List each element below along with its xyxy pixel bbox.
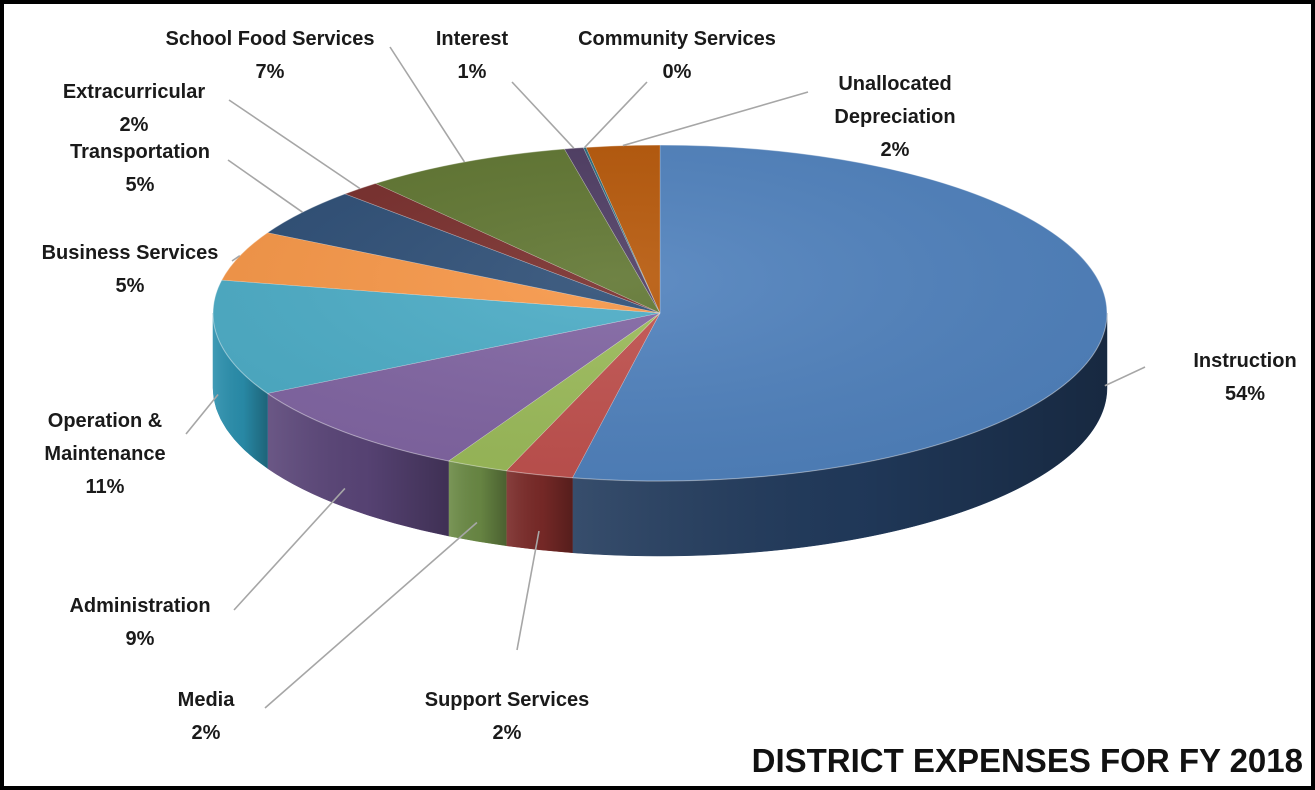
slice-percent-unallocated-depreciation: 2%	[881, 139, 910, 161]
slice-label-unallocated-depreciation: Unallocated	[838, 73, 951, 95]
pie-side-shade	[572, 313, 1107, 556]
slice-percent-operation-maintenance: 11%	[86, 476, 125, 498]
slice-labels: Instruction 54% Support Services 2% Media 2% A…	[42, 28, 1297, 744]
chart-title: DISTRICT EXPENSES FOR FY 2018	[752, 742, 1303, 779]
pie-side-shade	[448, 461, 507, 546]
leader-line-business-services	[231, 255, 241, 262]
leader-line-school-food-services	[389, 46, 466, 163]
slice-percent-instruction: 54%	[1225, 383, 1265, 405]
slice-label-community-services: Community Services	[578, 28, 776, 50]
leader-line-unallocated-depreciation	[622, 91, 809, 147]
slice-label-support-services: Support Services	[425, 689, 590, 711]
pie-top-slices	[212, 144, 1108, 482]
slice-label-extracurricular: Extracurricular	[63, 81, 206, 103]
slice-label-instruction: Instruction	[1193, 350, 1296, 372]
slice-percent-support-services: 2%	[493, 722, 522, 744]
leader-line-support-services	[516, 530, 540, 651]
pie-top-sheen	[213, 145, 1107, 481]
leader-line-administration	[233, 487, 346, 611]
slice-percent-media: 2%	[192, 722, 221, 744]
pie-side-shade	[506, 470, 573, 553]
slice-percent-school-food-services: 7%	[256, 61, 285, 83]
slice-label-operation-maintenance: Maintenance	[44, 443, 165, 465]
leader-line-instruction	[1104, 366, 1146, 387]
slice-label-administration: Administration	[69, 595, 210, 617]
slice-label-media: Media	[178, 689, 236, 711]
slice-percent-interest: 1%	[458, 61, 487, 83]
leader-line-media	[264, 521, 478, 709]
pie-side-shade	[267, 393, 449, 537]
leader-line-interest	[511, 81, 575, 149]
slice-label-unallocated-depreciation: Depreciation	[834, 106, 955, 128]
leader-line-operation-maintenance	[185, 394, 219, 435]
leader-line-extracurricular	[228, 99, 361, 190]
pie-side-shade	[213, 313, 268, 469]
slice-percent-extracurricular: 2%	[120, 114, 149, 136]
leader-line-community-services	[584, 81, 648, 148]
leader-lines	[185, 46, 1146, 709]
slice-percent-transportation: 5%	[126, 174, 155, 196]
pie-rim	[212, 144, 1108, 482]
pie-sides	[212, 312, 1108, 557]
slice-label-school-food-services: School Food Services	[166, 28, 375, 50]
slice-percent-business-services: 5%	[116, 275, 145, 297]
slice-label-operation-maintenance: Operation &	[48, 410, 162, 432]
leader-line-transportation	[227, 159, 303, 213]
slice-percent-community-services: 0%	[663, 61, 692, 83]
slice-label-transportation: Transportation	[70, 141, 210, 163]
slice-label-interest: Interest	[436, 28, 509, 50]
slice-label-business-services: Business Services	[42, 242, 219, 264]
slice-percent-administration: 9%	[126, 628, 155, 650]
